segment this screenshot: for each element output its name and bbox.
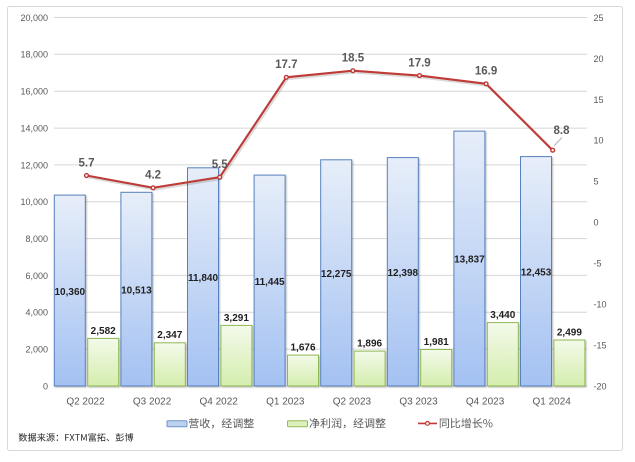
svg-text:0: 0 [43, 381, 48, 391]
svg-text:2,582: 2,582 [91, 326, 116, 337]
svg-text:-15: -15 [594, 341, 607, 351]
svg-text:12,453: 12,453 [521, 268, 552, 279]
svg-text:16,000: 16,000 [20, 87, 48, 97]
svg-text:18.5: 18.5 [342, 53, 365, 65]
svg-text:Q1 2023: Q1 2023 [266, 396, 305, 407]
svg-text:Q2 2022: Q2 2022 [66, 396, 105, 407]
svg-text:11,445: 11,445 [255, 277, 285, 288]
svg-text:5.7: 5.7 [79, 157, 95, 169]
svg-text:2,347: 2,347 [157, 330, 182, 341]
svg-text:Q3 2023: Q3 2023 [399, 396, 438, 407]
svg-text:17.9: 17.9 [408, 58, 430, 70]
svg-text:13,837: 13,837 [454, 255, 485, 266]
svg-text:10,360: 10,360 [55, 287, 86, 298]
svg-text:17.7: 17.7 [275, 59, 297, 71]
svg-text:2,000: 2,000 [25, 345, 48, 355]
svg-text:Q1 2024: Q1 2024 [533, 396, 572, 407]
svg-text:8.8: 8.8 [554, 125, 571, 137]
svg-text:1,676: 1,676 [290, 343, 315, 354]
svg-text:25: 25 [594, 13, 604, 23]
svg-text:3,440: 3,440 [490, 310, 515, 321]
svg-text:12,398: 12,398 [388, 268, 419, 279]
svg-text:1,981: 1,981 [424, 337, 449, 348]
svg-text:20: 20 [594, 54, 604, 64]
svg-text:5.5: 5.5 [212, 159, 229, 171]
svg-text:12,275: 12,275 [321, 269, 352, 280]
svg-text:1,896: 1,896 [357, 339, 382, 350]
svg-text:10: 10 [594, 136, 604, 146]
svg-text:14,000: 14,000 [20, 124, 48, 134]
svg-text:5: 5 [594, 177, 599, 187]
svg-text:16.9: 16.9 [475, 66, 497, 78]
svg-text:Q4 2022: Q4 2022 [200, 396, 239, 407]
svg-text:4,000: 4,000 [25, 308, 48, 318]
svg-text:-20: -20 [594, 381, 607, 391]
svg-text:2,499: 2,499 [557, 327, 582, 338]
svg-text:20,000: 20,000 [20, 13, 48, 23]
svg-text:10,513: 10,513 [121, 285, 152, 296]
svg-text:6,000: 6,000 [25, 271, 48, 281]
svg-text:Q3 2022: Q3 2022 [133, 396, 172, 407]
svg-text:10,000: 10,000 [20, 197, 48, 207]
svg-text:4.2: 4.2 [145, 170, 161, 182]
svg-text:0: 0 [594, 218, 599, 228]
svg-text:-5: -5 [594, 259, 602, 269]
svg-text:8,000: 8,000 [25, 234, 48, 244]
svg-text:3,291: 3,291 [224, 313, 249, 324]
svg-text:12,000: 12,000 [20, 160, 48, 170]
svg-text:18,000: 18,000 [20, 50, 48, 60]
svg-text:Q2 2023: Q2 2023 [333, 396, 372, 407]
svg-text:11,840: 11,840 [188, 273, 218, 284]
svg-text:Q4 2023: Q4 2023 [466, 396, 505, 407]
svg-text:-10: -10 [594, 300, 607, 310]
svg-text:15: 15 [594, 95, 604, 105]
